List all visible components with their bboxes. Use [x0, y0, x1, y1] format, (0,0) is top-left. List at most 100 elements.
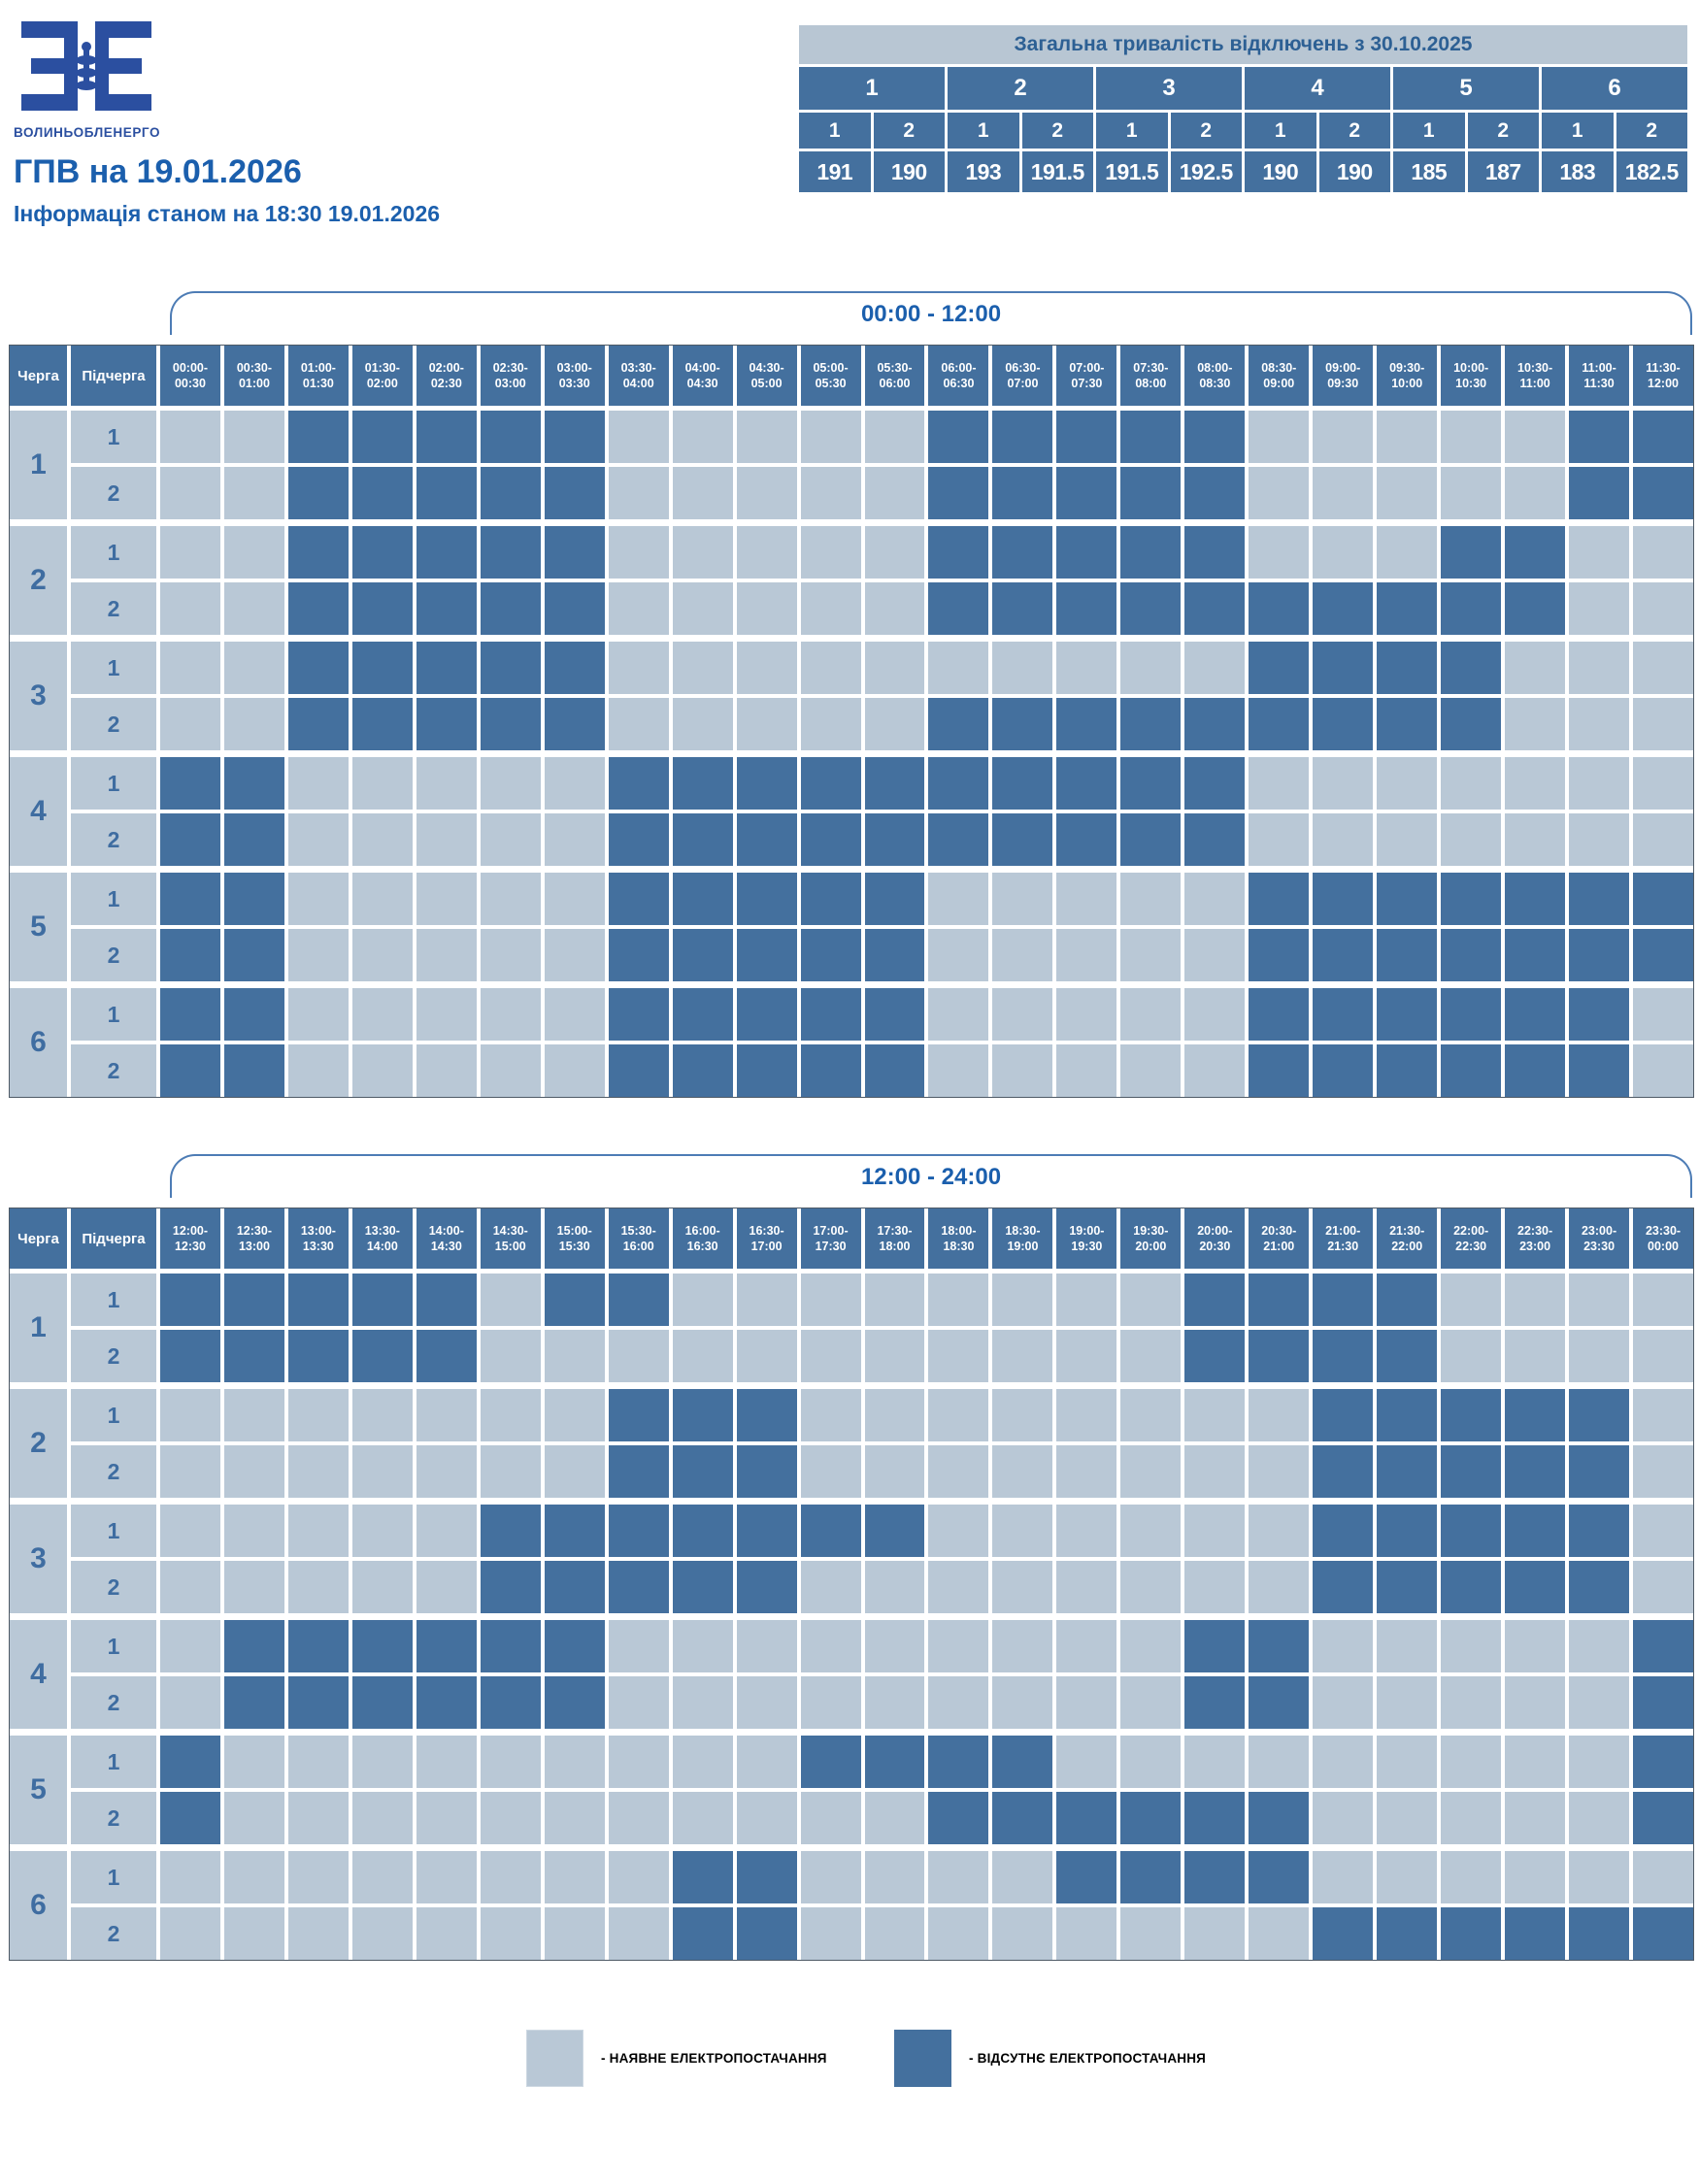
summary-title: Загальна тривалість відключень з 30.10.2…	[799, 25, 1687, 64]
time-slot-cell	[1441, 929, 1502, 981]
time-slot-cell	[608, 1561, 669, 1613]
summary-group-cell: 4	[1245, 67, 1390, 110]
time-slot-header: 21:30- 22:00	[1377, 1208, 1438, 1269]
time-slot-cell	[608, 1620, 669, 1672]
time-slot-cell	[544, 873, 605, 925]
time-slot-cell	[544, 1792, 605, 1844]
time-slot-cell	[800, 1330, 861, 1382]
time-slot-cell	[1120, 1330, 1182, 1382]
time-slot-cell	[800, 813, 861, 866]
time-slot-cell	[608, 1736, 669, 1788]
summary-subgroup-cell: 2	[1021, 113, 1093, 149]
time-slot-cell	[351, 1676, 413, 1729]
cherha-label: 5	[10, 1736, 67, 1844]
time-slot-cell	[416, 526, 477, 579]
time-slot-cell	[1441, 1620, 1502, 1672]
time-slot-cell	[1505, 526, 1566, 579]
time-slot-cell	[1569, 467, 1630, 519]
time-slot-header: 06:00- 06:30	[928, 346, 989, 406]
time-slot-cell	[480, 698, 541, 750]
time-slot-cell	[1120, 411, 1182, 463]
time-slot-cell	[287, 1445, 349, 1498]
time-slot-cell	[287, 988, 349, 1041]
time-slot-cell	[223, 1736, 284, 1788]
time-slot-cell	[992, 1561, 1053, 1613]
time-slot-header: 03:00- 03:30	[544, 346, 605, 406]
time-slot-header: 13:30- 14:00	[351, 1208, 413, 1269]
time-slot-cell	[480, 1907, 541, 1960]
time-slot-cell	[1249, 1561, 1310, 1613]
time-slot-cell	[672, 582, 733, 635]
time-slot-cell	[1184, 698, 1246, 750]
time-slot-cell	[1505, 1445, 1566, 1498]
summary-subgroup-cell: 1	[1542, 113, 1614, 149]
time-slot-cell	[1377, 582, 1438, 635]
time-slot-cell	[1633, 526, 1693, 579]
time-slot-cell	[287, 813, 349, 866]
time-slot-cell	[992, 1676, 1053, 1729]
time-slot-cell	[1633, 1736, 1693, 1788]
time-slot-cell	[864, 929, 925, 981]
time-slot-end: 08:30	[1199, 377, 1231, 390]
time-slot-cell	[1377, 411, 1438, 463]
time-slot-cell	[1120, 929, 1182, 981]
time-slot-cell	[1056, 1445, 1117, 1498]
time-slot-cell	[1184, 1676, 1246, 1729]
time-slot-cell	[736, 411, 797, 463]
time-slot-cell	[160, 1330, 220, 1382]
time-slot-cell	[287, 1505, 349, 1557]
time-slot-start: 03:00-	[556, 360, 592, 375]
summary-group-cell: 6	[1542, 67, 1687, 110]
time-slot-end: 07:00	[1007, 377, 1039, 390]
time-slot-cell	[480, 813, 541, 866]
time-slot-cell	[992, 1044, 1053, 1097]
time-slot-cell	[800, 1736, 861, 1788]
time-slot-cell	[416, 929, 477, 981]
pidcherha-label: 2	[71, 1676, 156, 1729]
time-slot-cell	[1505, 1792, 1566, 1844]
time-slot-start: 12:30-	[236, 1223, 272, 1238]
time-slot-end: 20:30	[1199, 1240, 1231, 1253]
time-slot-cell	[1377, 1907, 1438, 1960]
time-slot-cell	[1313, 873, 1374, 925]
time-slot-cell	[1249, 1330, 1310, 1382]
time-slot-header: 11:30- 12:00	[1633, 346, 1693, 406]
time-slot-cell	[160, 1044, 220, 1097]
time-slot-cell	[1377, 1274, 1438, 1326]
time-slot-cell	[480, 1851, 541, 1903]
time-slot-cell	[351, 642, 413, 694]
time-range-label: 00:00 - 12:00	[860, 300, 1002, 327]
time-slot-start: 22:00-	[1453, 1223, 1489, 1238]
time-slot-cell	[480, 467, 541, 519]
summary-subgroup-cell: 1	[1393, 113, 1465, 149]
time-slot-cell	[1441, 873, 1502, 925]
time-slot-cell	[1633, 1676, 1693, 1729]
time-slot-cell	[1505, 1389, 1566, 1441]
time-slot-end: 03:00	[494, 377, 526, 390]
time-slot-cell	[928, 1676, 989, 1729]
time-slot-cell	[480, 1274, 541, 1326]
time-slot-cell	[992, 642, 1053, 694]
schedule-header-row: Черга Підчерга 00:00- 00:30 00:30- 01:00 01:00…	[10, 346, 1693, 406]
time-slot-cell	[800, 642, 861, 694]
time-slot-start: 10:00-	[1453, 360, 1489, 375]
time-slot-cell	[416, 411, 477, 463]
time-slot-cell	[1249, 1620, 1310, 1672]
time-slot-cell	[992, 411, 1053, 463]
time-slot-cell	[1056, 467, 1117, 519]
time-slot-cell	[287, 1907, 349, 1960]
time-slot-cell	[223, 1445, 284, 1498]
time-slot-cell	[1633, 1274, 1693, 1326]
time-slot-cell	[864, 1330, 925, 1382]
time-slot-cell	[1313, 1676, 1374, 1729]
time-slot-cell	[864, 1389, 925, 1441]
summary-subgroup-cell: 2	[1170, 113, 1242, 149]
time-slot-start: 15:00-	[556, 1223, 592, 1238]
time-slot-cell	[160, 1445, 220, 1498]
time-slot-cell	[1441, 1792, 1502, 1844]
time-slot-cell	[223, 1389, 284, 1441]
time-slot-cell	[992, 813, 1053, 866]
time-slot-cell	[1184, 642, 1246, 694]
time-slot-end: 22:00	[1391, 1240, 1423, 1253]
